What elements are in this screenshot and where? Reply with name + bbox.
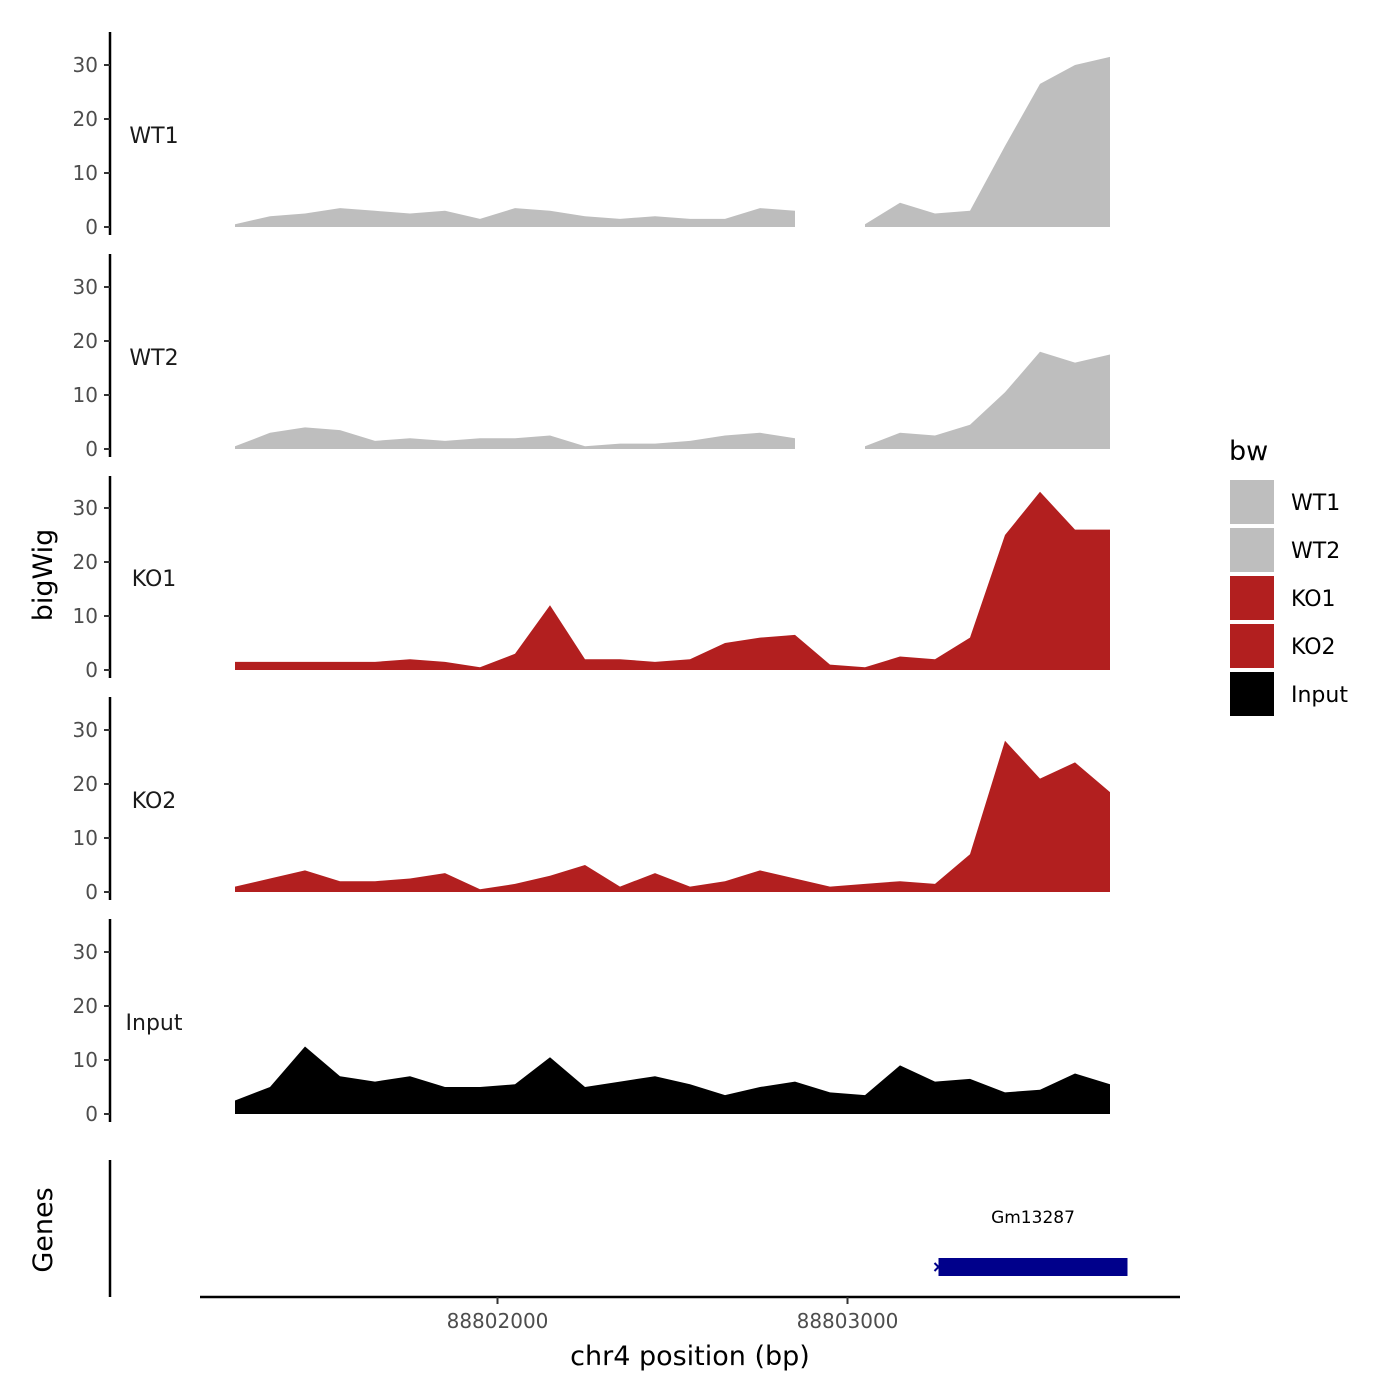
y-tick-label: 30 (73, 53, 98, 77)
legend-label-ko2: KO2 (1291, 635, 1336, 660)
x-tick-label: 88803000 (797, 1309, 899, 1333)
y-tick-label: 20 (73, 550, 98, 574)
panel-wt1: 0 10 20 30 WT1 (73, 32, 1110, 239)
signal-area-wt1-segment-2 (865, 56, 1110, 228)
y-tick-label: 10 (73, 161, 98, 185)
panel-label-input: Input (126, 1011, 183, 1036)
signal-area-ko1-segment-1 (235, 491, 1110, 670)
panel-label-ko2: KO2 (132, 789, 177, 814)
legend-title: bw (1229, 436, 1268, 467)
signal-panels: 0 10 20 30 WT1 0 10 20 30 WT2 0 10 20 30 KO1 0 10 20 30 KO2… (73, 32, 1110, 1126)
y-tick-label: 30 (73, 275, 98, 299)
y-tick-label: 20 (73, 994, 98, 1018)
signal-area-ko2-segment-1 (235, 740, 1110, 892)
signal-area-input-segment-1 (235, 1046, 1110, 1114)
y-tick-label: 0 (85, 658, 98, 682)
panel-label-wt1: WT1 (129, 124, 178, 149)
panel-label-wt2: WT2 (129, 346, 178, 371)
x-axis: 88802000 88803000 (200, 1295, 1180, 1333)
y-tick-label: 10 (73, 604, 98, 628)
y-tick-label: 30 (73, 718, 98, 742)
legend-swatch-ko1 (1230, 576, 1274, 620)
y-tick-label: 10 (73, 1048, 98, 1072)
genes-track: Gm13287 (108, 1160, 1128, 1297)
gene-body-gm13287 (938, 1258, 1128, 1276)
legend-swatch-wt2 (1230, 528, 1274, 572)
legend-label-wt2: WT2 (1291, 539, 1340, 564)
y-tick-label: 20 (73, 329, 98, 353)
y-tick-label: 0 (85, 215, 98, 239)
y-axis-title: bigWig (28, 529, 59, 622)
y-tick-label: 10 (73, 826, 98, 850)
signal-area-wt2-segment-1 (235, 427, 795, 449)
genes-track-title: Genes (28, 1187, 59, 1272)
y-tick-label: 30 (73, 496, 98, 520)
signal-area-wt1-segment-1 (235, 208, 795, 227)
y-tick-label: 10 (73, 383, 98, 407)
legend-label-wt1: WT1 (1291, 491, 1340, 516)
panel-wt2: 0 10 20 30 WT2 (73, 254, 1110, 461)
legend-label-ko1: KO1 (1291, 587, 1336, 612)
panel-ko2: 0 10 20 30 KO2 (73, 697, 1110, 904)
legend: bw WT1 WT2 KO1 KO2 Input (1229, 436, 1348, 716)
signal-area-wt2-segment-2 (865, 351, 1110, 449)
x-axis-title: chr4 position (bp) (570, 1341, 810, 1372)
panel-input: 0 10 20 30 Input (73, 919, 1110, 1126)
panel-ko1: 0 10 20 30 KO1 (73, 476, 1110, 682)
gene-strand-marker (933, 1262, 944, 1272)
y-tick-label: 20 (73, 772, 98, 796)
panel-label-ko1: KO1 (132, 567, 177, 592)
legend-swatch-input (1230, 672, 1274, 716)
y-tick-label: 0 (85, 1102, 98, 1126)
y-tick-label: 0 (85, 437, 98, 461)
y-tick-label: 30 (73, 940, 98, 964)
legend-swatch-wt1 (1230, 480, 1274, 524)
y-tick-label: 20 (73, 107, 98, 131)
legend-swatch-ko2 (1230, 624, 1274, 668)
gene-label: Gm13287 (991, 1208, 1075, 1228)
y-tick-label: 0 (85, 880, 98, 904)
legend-label-input: Input (1291, 683, 1348, 708)
x-tick-label: 88802000 (447, 1309, 549, 1333)
